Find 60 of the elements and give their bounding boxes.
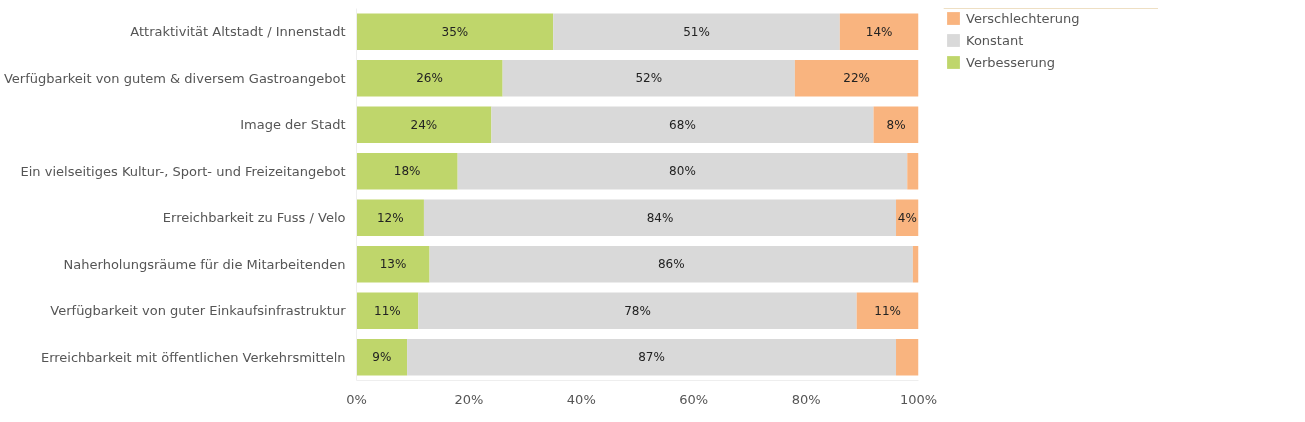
legend-label: Verschlechterung [966, 10, 1080, 26]
y-tick-label: Erreichbarkeit mit öffentlichen Verkehrsmitteln [40, 349, 346, 365]
data-label: 9% [372, 350, 392, 365]
bar [356, 246, 430, 283]
bar [356, 292, 419, 329]
bar [356, 60, 503, 97]
bar [896, 339, 919, 376]
bar [356, 106, 492, 143]
data-label: 8% [886, 117, 906, 132]
data-label: 87% [638, 350, 665, 365]
data-label: 4% [897, 210, 917, 225]
bar [356, 153, 458, 190]
bar [873, 106, 919, 143]
data-label: 24% [410, 117, 438, 132]
x-tick-label: 100% [899, 391, 938, 407]
data-label: 86% [657, 257, 685, 272]
legend-label: Verbesserung [966, 54, 1056, 70]
bar [356, 339, 408, 376]
legend-label: Konstant [966, 32, 1024, 48]
data-label: 22% [843, 71, 871, 86]
y-tick-label: Ein vielseitiges Kultur-, Sport- und Freizeitangebot [20, 163, 346, 179]
data-label: 11% [374, 303, 401, 318]
bar [423, 199, 897, 236]
data-label: 18% [393, 164, 421, 179]
x-tick-label: 60% [679, 391, 709, 407]
bar [553, 13, 840, 50]
bar [429, 246, 913, 283]
bar [907, 153, 919, 190]
x-tick-label: 0% [346, 391, 367, 407]
bar [407, 339, 897, 376]
bar [457, 153, 908, 190]
data-label: 14% [865, 24, 893, 39]
data-label: 13% [379, 257, 407, 272]
data-label: 78% [624, 303, 651, 318]
y-tick-label: Attraktivität Altstadt / Innenstadt [130, 24, 346, 40]
bar [502, 60, 795, 97]
y-tick-label: Image der Stadt [240, 117, 346, 133]
data-label: 35% [441, 24, 469, 39]
data-label: 84% [646, 210, 674, 225]
data-label: 52% [635, 71, 663, 86]
bar [491, 106, 874, 143]
bar [356, 199, 424, 236]
data-label: 26% [416, 71, 443, 86]
data-label: 11% [874, 303, 901, 318]
x-tick-label: 80% [791, 391, 821, 407]
x-tick-label: 20% [454, 391, 484, 407]
bar [856, 292, 919, 329]
y-tick-label: Erreichbarkeit zu Fuss / Velo [162, 210, 346, 226]
bar [418, 292, 857, 329]
data-label: 12% [376, 210, 404, 225]
bar [839, 13, 919, 50]
data-label: 68% [669, 117, 696, 132]
y-tick-label: Verfügbarkeit von gutem & diversem Gastroangebot [3, 70, 346, 86]
data-label: 80% [669, 164, 696, 179]
bar [356, 13, 554, 50]
x-tick-label: 40% [566, 391, 596, 407]
y-tick-label: Verfügbarkeit von guter Einkaufsinfrastruktur [50, 303, 347, 319]
y-tick-label: Naherholungsräume für die Mitarbeitenden [63, 256, 346, 272]
data-label: 51% [683, 24, 710, 39]
bar [794, 60, 919, 97]
